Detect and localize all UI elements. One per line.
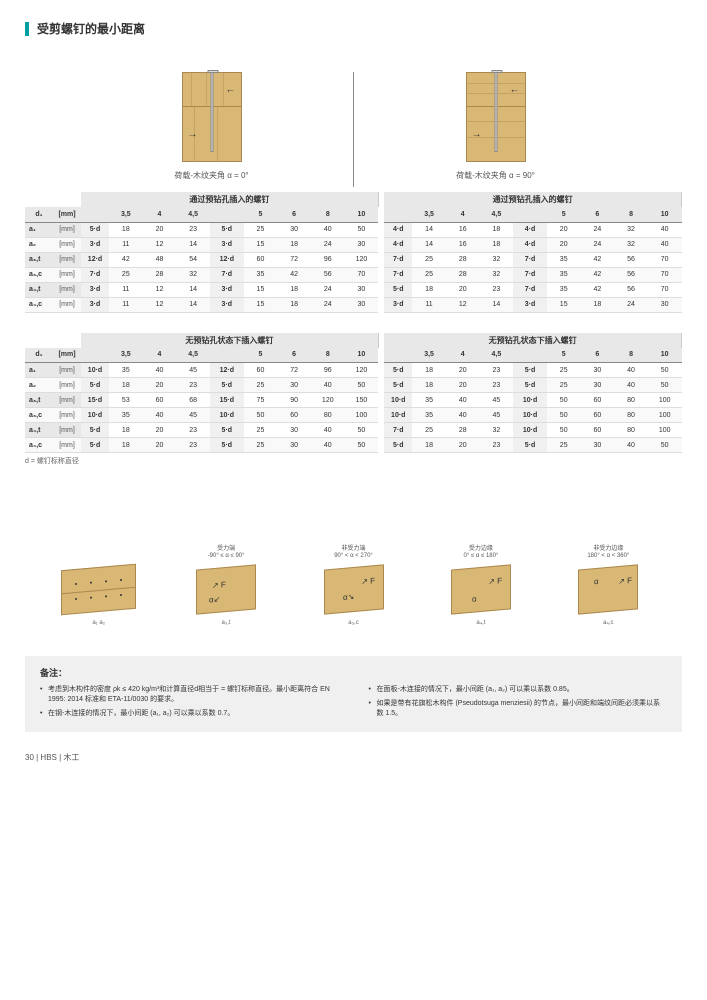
table-row: a₂[mm]3·d1112143·d151824304·d1416184·d20… [25,237,682,252]
table-row: a₂[mm]5·d1820235·d253040505·d1820235·d25… [25,378,682,393]
table-row: a₄,t[mm]3·d1112143·d151824305·d1820237·d… [25,282,682,297]
title-marker [25,22,29,36]
diagram-alpha-0: ← → 荷载-木纹夹角 α = 0° [85,72,338,187]
table-1-predrill: 通过预钻孔插入的螺钉 通过预钻孔插入的螺钉 d₁ [mm] 3,5 4 4,5 … [25,192,682,313]
top-diagrams: ← → 荷载-木纹夹角 α = 0° ← → 荷载-木 [25,62,682,192]
table-row: a₃,t[mm]12·d42485412·d6072961207·d252832… [25,252,682,267]
table-row: a₄,t[mm]5·d1820235·d253040507·d25283210·… [25,423,682,438]
diag-unloaded-end: 非受力端90° < α < 270° ↗ F α↘ a₃,c [290,546,417,626]
diagram2-caption: 荷载-木纹夹角 α = 90° [369,170,622,181]
table-row: a₃,t[mm]15·d53606815·d759012015010·d3540… [25,393,682,408]
notes-right: 在面板-木连接的情况下，最小间距 (a₁, a₂) 可以乘以系数 0.85。 如… [369,685,668,722]
bottom-diagrams: a₁ a₂ 受力端-90° ≤ α ≤ 90° ↗ F α↙ a₃,t 非受力端… [25,546,682,626]
table-footnote: d = 螺钉标称直径 [25,456,682,466]
notes-box: 备注： 考虑到木构件的密度 ρk ≤ 420 kg/m³和计算直径d相当于 = … [25,656,682,732]
table-2-no-predrill: 无预钻孔状态下插入螺钉 无预钻孔状态下插入螺钉 d₁ [mm] 3,5 4 4,… [25,333,682,467]
table-row: a₄,c[mm]5·d1820235·d253040505·d1820235·d… [25,438,682,453]
mm-unit: [mm] [53,207,81,222]
page-title-bar: 受剪螺钉的最小距离 [25,20,682,37]
diagram-alpha-90: ← → 荷载-木纹夹角 α = 90° [369,72,622,187]
page-title: 受剪螺钉的最小距离 [37,20,145,37]
d1-label: d₁ [25,207,53,222]
table-row: a₁[mm]10·d35404512·d6072961205·d1820235·… [25,363,682,378]
t2-left-title: 无预钻孔状态下插入螺钉 [81,333,378,348]
t2-right-title: 无预钻孔状态下插入螺钉 [384,333,681,348]
notes-title: 备注： [40,666,667,679]
table-row: a₃,c[mm]10·d35404510·d50608010010·d35404… [25,408,682,423]
diag-unloaded-edge: 非受力边缘180° < α < 360° α ↗ F a₄,c [545,546,672,626]
diagram1-caption: 荷载-木纹夹角 α = 0° [85,170,338,181]
diag-spacing: a₁ a₂ [35,546,162,626]
t1-left-title: 通过预钻孔插入的螺钉 [81,192,378,207]
diagram-divider [353,72,354,187]
notes-left: 考虑到木构件的密度 ρk ≤ 420 kg/m³和计算直径d相当于 = 螺钉标称… [40,685,339,722]
page-footer: 30 | HBS | 木工 [25,752,682,763]
t1-right-title: 通过预钻孔插入的螺钉 [384,192,681,207]
diag-loaded-edge: 受力边缘0° ≤ α ≤ 180° ↗ F α a₄,t [417,546,544,626]
table-row: a₄,c[mm]3·d1112143·d151824303·d1112143·d… [25,297,682,312]
diag-loaded-end: 受力端-90° ≤ α ≤ 90° ↗ F α↙ a₃,t [162,546,289,626]
table-row: a₁[mm]5·d1820235·d253040504·d1416184·d20… [25,222,682,237]
table-row: a₃,c[mm]7·d2528327·d354256707·d2528327·d… [25,267,682,282]
